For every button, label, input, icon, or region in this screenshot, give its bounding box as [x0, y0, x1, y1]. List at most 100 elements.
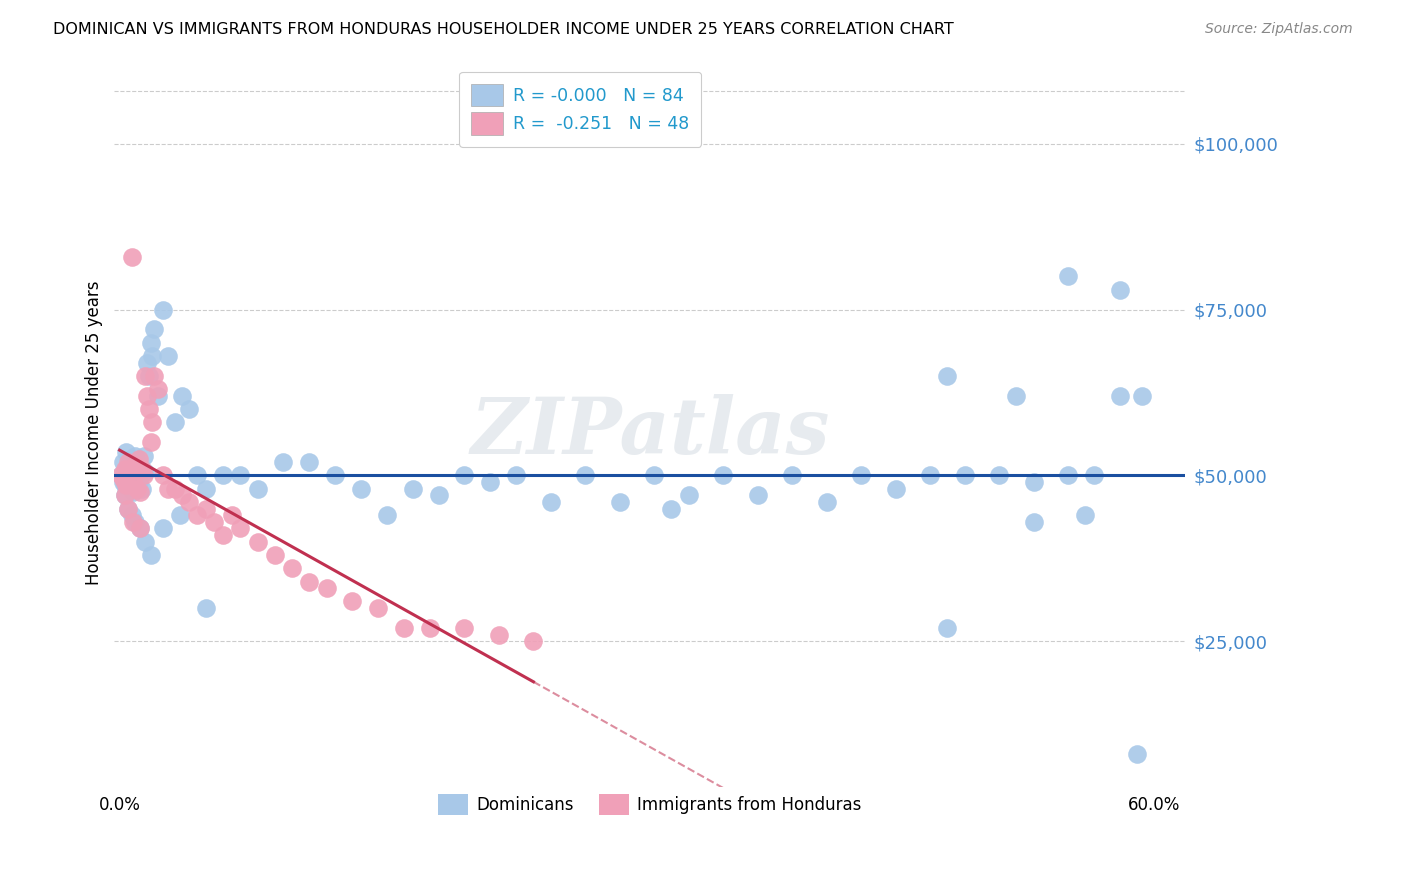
Point	[780, 468, 803, 483]
Point	[117, 501, 139, 516]
Point	[139, 548, 162, 562]
Point	[122, 515, 145, 529]
Point	[229, 521, 252, 535]
Point	[488, 627, 510, 641]
Point	[124, 449, 146, 463]
Point	[124, 458, 146, 473]
Point	[815, 495, 838, 509]
Point	[884, 482, 907, 496]
Point	[131, 482, 153, 496]
Point	[246, 482, 269, 496]
Point	[392, 621, 415, 635]
Point	[163, 415, 186, 429]
Point	[136, 389, 159, 403]
Text: ZIPatlas: ZIPatlas	[470, 394, 830, 471]
Point	[141, 349, 163, 363]
Point	[156, 349, 179, 363]
Point	[138, 368, 160, 383]
Point	[112, 472, 135, 486]
Point	[281, 561, 304, 575]
Point	[114, 478, 136, 492]
Point	[479, 475, 502, 489]
Point	[1083, 468, 1105, 483]
Point	[419, 621, 441, 635]
Point	[122, 485, 145, 500]
Point	[1057, 269, 1080, 284]
Point	[121, 250, 143, 264]
Point	[1022, 515, 1045, 529]
Point	[194, 501, 217, 516]
Point	[118, 451, 141, 466]
Point	[1130, 389, 1153, 403]
Point	[131, 462, 153, 476]
Point	[1005, 389, 1028, 403]
Point	[1057, 468, 1080, 483]
Point	[953, 468, 976, 483]
Y-axis label: Householder Income Under 25 years: Householder Income Under 25 years	[86, 280, 103, 584]
Point	[298, 455, 321, 469]
Point	[121, 508, 143, 523]
Text: Source: ZipAtlas.com: Source: ZipAtlas.com	[1205, 22, 1353, 37]
Point	[134, 465, 156, 479]
Point	[920, 468, 942, 483]
Point	[453, 621, 475, 635]
Point	[117, 465, 139, 479]
Point	[125, 482, 148, 496]
Point	[170, 488, 193, 502]
Point	[139, 335, 162, 350]
Point	[1074, 508, 1097, 523]
Point	[143, 322, 166, 336]
Point	[229, 468, 252, 483]
Point	[122, 475, 145, 489]
Point	[367, 601, 389, 615]
Point	[121, 482, 143, 496]
Point	[115, 478, 138, 492]
Point	[342, 594, 364, 608]
Point	[204, 515, 226, 529]
Point	[125, 468, 148, 483]
Point	[263, 548, 285, 562]
Point	[118, 465, 141, 479]
Point	[118, 472, 141, 486]
Point	[574, 468, 596, 483]
Point	[139, 435, 162, 450]
Point	[124, 515, 146, 529]
Point	[163, 482, 186, 496]
Point	[112, 475, 135, 489]
Point	[156, 482, 179, 496]
Point	[132, 468, 155, 483]
Point	[146, 389, 169, 403]
Point	[114, 488, 136, 502]
Point	[110, 468, 132, 483]
Point	[747, 488, 769, 502]
Point	[114, 462, 136, 476]
Point	[177, 495, 200, 509]
Point	[298, 574, 321, 589]
Point	[315, 581, 337, 595]
Legend: Dominicans, Immigrants from Honduras: Dominicans, Immigrants from Honduras	[427, 783, 872, 825]
Point	[115, 462, 138, 476]
Point	[143, 368, 166, 383]
Point	[505, 468, 527, 483]
Point	[323, 468, 346, 483]
Point	[1022, 475, 1045, 489]
Point	[609, 495, 631, 509]
Point	[936, 368, 959, 383]
Point	[146, 382, 169, 396]
Point	[115, 445, 138, 459]
Point	[169, 508, 191, 523]
Point	[114, 488, 136, 502]
Point	[136, 356, 159, 370]
Point	[152, 468, 174, 483]
Point	[540, 495, 562, 509]
Point	[138, 402, 160, 417]
Point	[988, 468, 1011, 483]
Point	[221, 508, 243, 523]
Point	[246, 534, 269, 549]
Point	[1126, 747, 1149, 761]
Point	[170, 389, 193, 403]
Point	[129, 521, 152, 535]
Point	[125, 455, 148, 469]
Point	[134, 534, 156, 549]
Point	[129, 462, 152, 476]
